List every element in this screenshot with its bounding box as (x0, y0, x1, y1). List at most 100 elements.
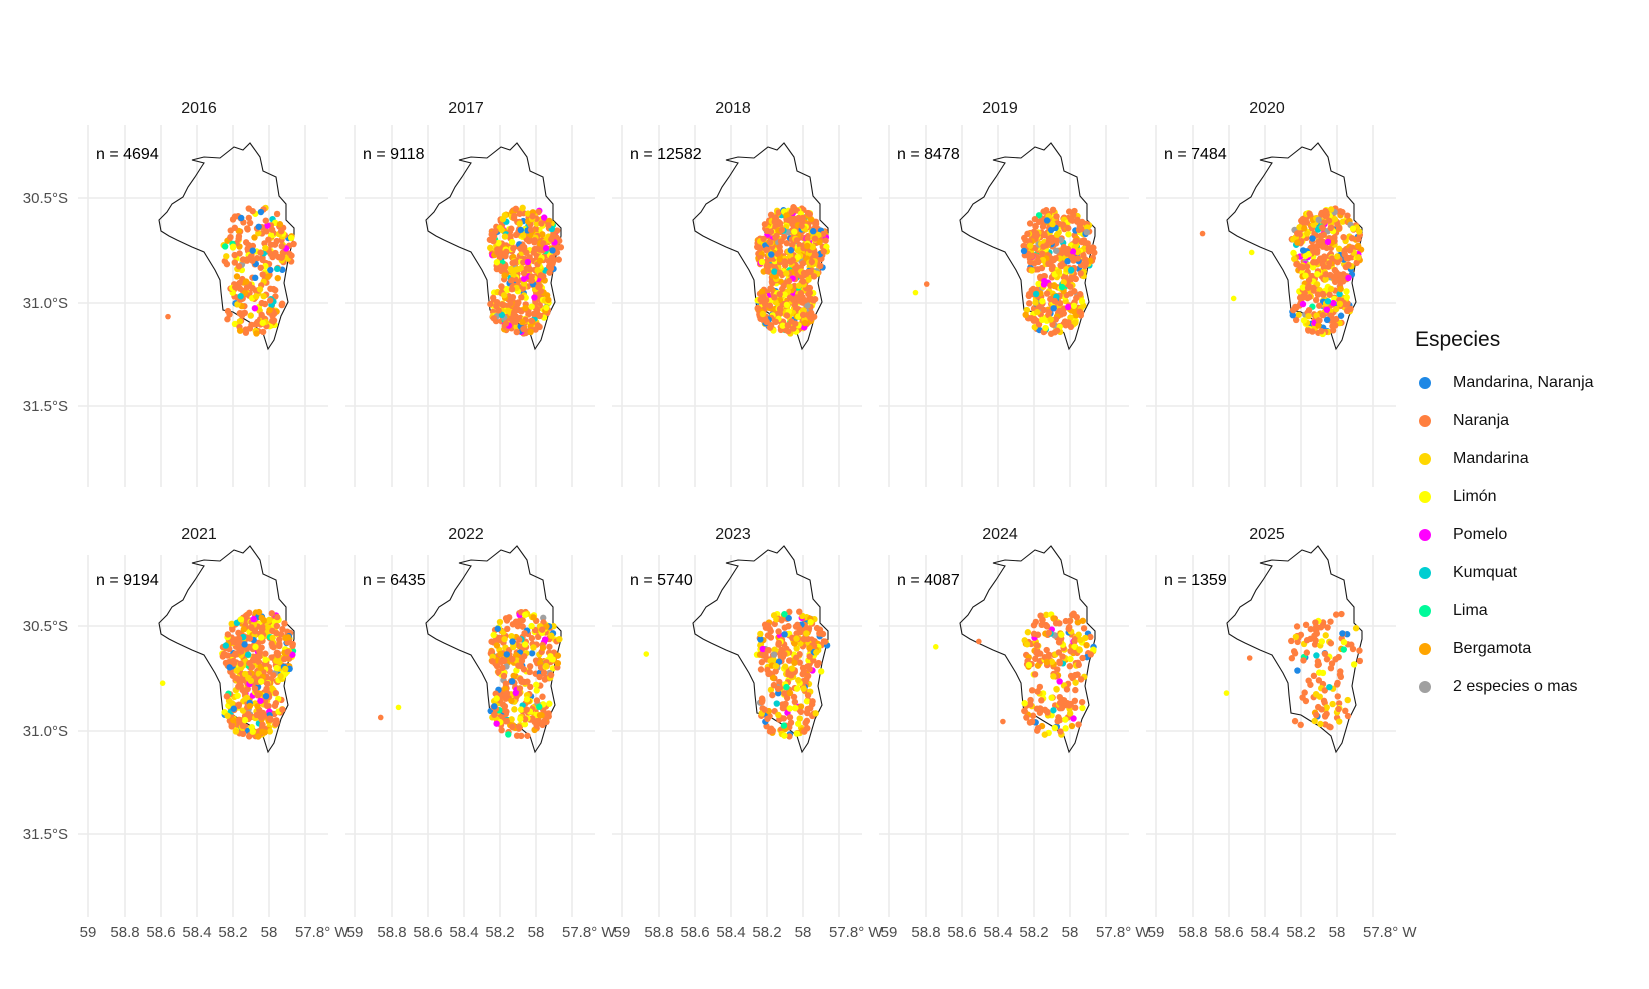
observation-point (1024, 629, 1032, 636)
observation-points (643, 608, 831, 740)
observation-point (1311, 632, 1318, 639)
observation-point (526, 668, 533, 676)
observation-point (1343, 288, 1350, 295)
x-tick-label: 58.6 (1214, 924, 1243, 941)
observation-point (759, 310, 767, 318)
observation-point (793, 645, 800, 652)
observation-point (496, 635, 503, 642)
observation-point (236, 285, 244, 292)
observation-point (1078, 238, 1086, 246)
x-tick-label: 58.8 (377, 924, 406, 941)
panel-2025: 2025 n = 1359 (1146, 526, 1396, 917)
observation-point (516, 636, 523, 643)
observation-point (251, 656, 258, 664)
observation-point (495, 668, 502, 676)
observation-point (1077, 291, 1084, 298)
observation-point (1304, 284, 1312, 291)
observation-point (534, 322, 542, 329)
observation-point (795, 282, 803, 289)
observation-point (792, 623, 800, 630)
x-tick-label: 57.8° W (1363, 924, 1417, 941)
observation-point (235, 233, 243, 240)
observation-point (257, 208, 265, 216)
observation-point (533, 305, 540, 312)
observation-point (767, 628, 774, 635)
observation-point (1072, 679, 1079, 686)
observation-point (257, 264, 264, 271)
observation-point (796, 715, 803, 722)
observation-point (1355, 235, 1362, 243)
observation-point (1038, 621, 1045, 629)
x-tick-label: 58.8 (911, 924, 940, 941)
observation-point (1335, 705, 1342, 713)
observation-point (771, 646, 778, 653)
x-tick-label: 59 (80, 924, 97, 941)
observation-point (258, 626, 266, 634)
observation-point (1073, 613, 1080, 621)
observation-point (288, 234, 295, 242)
observation-point (758, 659, 766, 666)
sample-size-label: n = 9194 (96, 572, 159, 589)
observation-point (530, 310, 537, 318)
observation-point (239, 730, 247, 738)
observation-point (237, 660, 244, 667)
observation-point (1337, 285, 1344, 293)
observation-point (273, 210, 281, 218)
observation-point (805, 663, 812, 670)
sample-size-label: n = 5740 (630, 572, 693, 589)
legend-swatch (1419, 491, 1431, 503)
observation-point (1339, 630, 1346, 637)
observation-point (270, 310, 278, 317)
observation-point (521, 611, 529, 618)
observation-point (1300, 657, 1307, 664)
observation-point (786, 294, 794, 301)
observation-point (1069, 254, 1076, 261)
observation-point (1313, 711, 1320, 719)
observation-point (268, 610, 276, 617)
observation-point (789, 257, 797, 264)
observation-point (792, 654, 800, 661)
observation-point (795, 720, 802, 727)
observation-point (556, 635, 563, 643)
observation-point (1053, 231, 1061, 238)
observation-point (1065, 231, 1072, 238)
legend-swatch (1419, 453, 1431, 465)
observation-point (1321, 650, 1329, 658)
observation-point (512, 318, 520, 325)
observation-point (1022, 311, 1029, 319)
observation-points (377, 608, 563, 740)
observation-point (487, 300, 494, 308)
observation-point (235, 629, 242, 637)
legend-item: Mandarina (1415, 440, 1594, 478)
observation-point (1348, 641, 1355, 648)
observation-point (222, 642, 230, 649)
observation-point (503, 651, 511, 658)
observation-point (1057, 262, 1064, 269)
observation-point (239, 722, 247, 730)
observation-point (510, 271, 517, 278)
observation-point (1355, 254, 1362, 261)
observation-point (1091, 249, 1098, 256)
observation-point (237, 293, 244, 300)
facet-strip-title: 2020 (1249, 100, 1285, 117)
observation-point (549, 247, 556, 254)
observation-point (769, 279, 776, 287)
observation-point (1083, 224, 1091, 231)
observation-point (1299, 247, 1307, 254)
observation-point (1294, 239, 1301, 246)
observation-point (228, 620, 235, 628)
observation-point (799, 670, 806, 678)
observation-point (774, 251, 782, 258)
observation-point (1072, 704, 1079, 711)
legend-swatch (1419, 415, 1431, 427)
observation-point (1033, 705, 1041, 712)
legend-label: Naranja (1453, 412, 1510, 429)
observation-point (1083, 228, 1090, 236)
observation-point (245, 241, 252, 249)
observation-point (803, 676, 810, 683)
observation-point (1301, 689, 1308, 696)
observation-point (1032, 223, 1039, 230)
observation-point (1307, 625, 1314, 633)
observation-point (807, 619, 814, 626)
observation-point (488, 638, 495, 645)
